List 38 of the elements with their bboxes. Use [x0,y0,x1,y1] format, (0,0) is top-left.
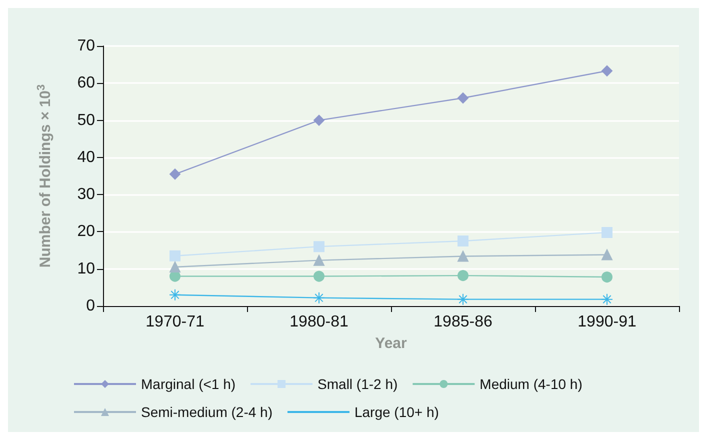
y-axis-title: Number of Holdings × 103 [36,84,54,268]
legend-label: Marginal (<1 h) [141,376,236,392]
x-tick-label: 1980-81 [290,314,348,330]
point [458,236,468,246]
point [458,270,468,282]
point [457,293,469,306]
x-tick-label: 1970-71 [146,314,204,330]
point [601,293,613,306]
point [314,241,324,252]
y-tick-label: 0 [86,298,96,314]
y-tick-label: 70 [77,38,96,54]
point [170,168,180,180]
y-tick-label: 50 [77,112,96,129]
y-tick-label: 20 [77,223,96,240]
point [170,250,180,262]
point [170,262,180,272]
y-tick-label: 10 [77,260,96,278]
y-tick-label: 40 [77,148,96,166]
legend-label: Medium (4-10 h) [480,376,582,392]
point [314,254,324,266]
point [602,272,612,283]
point [313,292,325,304]
legend-label: Small (1-2 h) [318,376,398,392]
point [602,65,612,76]
x-tick-label: 1985-86 [434,314,492,330]
legend-label: Semi-medium (2-4 h) [141,404,272,420]
point [314,270,324,282]
point [602,249,612,260]
x-axis-title: Year [375,335,408,352]
point [314,114,324,126]
x-tick-label: 1990-91 [578,314,636,330]
point [458,92,468,104]
point [602,226,612,238]
point [458,250,468,262]
point [169,288,181,301]
legend-label: Large (10+ h) [354,404,439,420]
y-tick-label: 60 [77,74,96,92]
y-tick-label: 30 [77,186,96,204]
